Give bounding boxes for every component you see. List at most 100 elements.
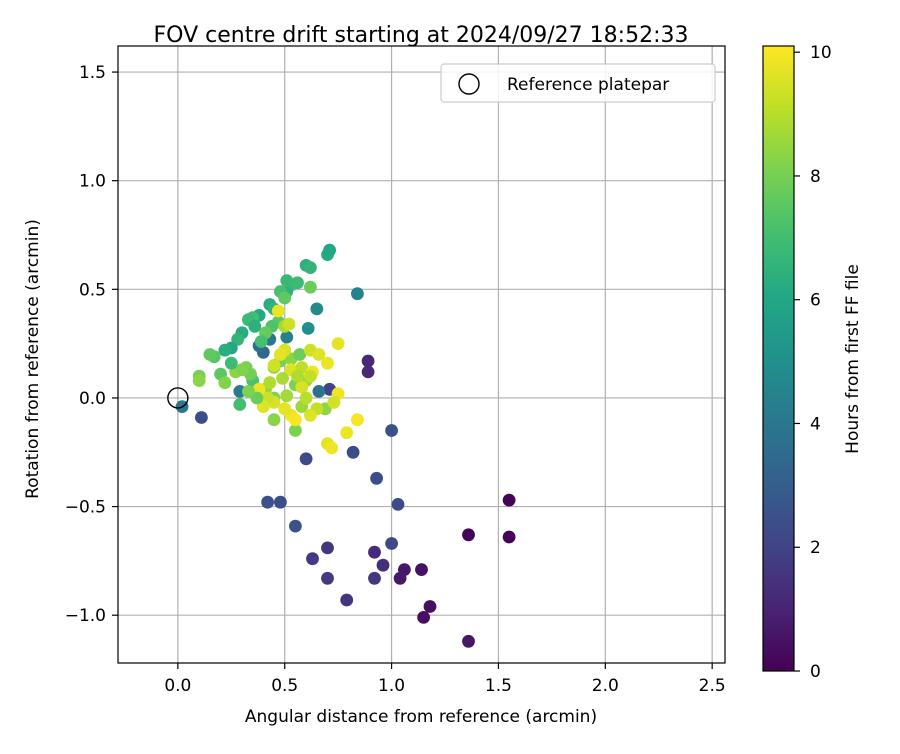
data-point: [276, 372, 289, 385]
data-point: [299, 452, 313, 466]
data-point: [242, 385, 255, 398]
legend-label: Reference platepar: [507, 75, 669, 95]
grid: [118, 46, 725, 663]
data-point: [393, 571, 407, 585]
data-point: [267, 413, 281, 427]
data-point: [385, 424, 398, 437]
colorbar-tick-label: 4: [810, 414, 821, 434]
data-point: [370, 471, 383, 485]
data-point: [312, 385, 326, 398]
data-point: [321, 571, 334, 585]
colorbar-tick-label: 8: [810, 167, 821, 187]
data-point: [346, 445, 360, 459]
data-point: [415, 563, 428, 576]
data-point: [282, 317, 296, 331]
colorbar-ticks: 0 2 4 6 8 10: [794, 43, 832, 682]
data-point: [417, 611, 430, 624]
data-point: [391, 498, 405, 511]
colorbar-tick-label: 10: [810, 43, 832, 63]
data-point: [248, 319, 262, 333]
data-point: [195, 411, 208, 424]
data-point: [304, 280, 317, 294]
y-tick-label: 0.0: [79, 389, 106, 409]
data-point: [291, 369, 304, 383]
plot-frame: [117, 45, 726, 664]
data-point: [321, 356, 334, 370]
data-point: [340, 426, 354, 440]
data-point: [321, 541, 334, 555]
data-point: [304, 369, 317, 383]
data-point: [192, 374, 206, 387]
colorbar: 0 2 4 6 8 10 Hours from first FF file: [762, 43, 863, 682]
data-point: [293, 348, 307, 361]
data-point: [254, 335, 268, 348]
data-point: [385, 537, 398, 550]
data-point: [462, 528, 475, 542]
data-point: [502, 493, 516, 507]
data-point: [361, 354, 375, 368]
data-point: [289, 424, 302, 437]
y-tick-label: 1.5: [79, 63, 106, 83]
reference-marker: [167, 387, 189, 409]
data-point: [289, 519, 302, 533]
data-point: [271, 304, 285, 318]
data-point: [295, 380, 309, 394]
colorbar-tick-label: 0: [810, 662, 821, 682]
x-tick-label: 2.0: [592, 676, 619, 696]
data-point: [218, 376, 232, 390]
legend: Reference platepar: [440, 63, 716, 103]
data-point: [351, 287, 364, 301]
data-point: [310, 302, 324, 316]
x-tick-label: 1.5: [485, 676, 512, 696]
data-point: [462, 634, 475, 648]
data-point: [304, 261, 317, 274]
data-point: [274, 348, 287, 361]
data-point: [361, 365, 375, 379]
chart-title: FOV centre drift starting at 2024/09/27 …: [154, 23, 689, 48]
data-point: [306, 552, 319, 566]
data-point: [218, 343, 232, 357]
colorbar-label: Hours from first FF file: [843, 264, 863, 454]
legend-marker: [458, 73, 480, 95]
data-point: [368, 571, 381, 585]
x-tick-label: 0.0: [164, 676, 191, 696]
data-point: [274, 495, 287, 509]
data-point: [280, 330, 294, 344]
data-point: [289, 413, 302, 427]
y-tick-label: −0.5: [65, 498, 106, 518]
data-point: [263, 376, 277, 390]
data-point: [203, 348, 217, 361]
data-point: [323, 243, 336, 257]
y-tick-label: 0.5: [79, 280, 106, 300]
colorbar-tick-label: 2: [810, 538, 821, 558]
data-point: [368, 545, 381, 559]
data-point: [233, 398, 247, 411]
data-point: [304, 408, 317, 422]
data-point: [340, 593, 354, 607]
reference-platepar-point: [167, 387, 189, 409]
data-point: [312, 348, 326, 361]
data-point: [301, 322, 315, 335]
y-axis: −1.0 −0.5 0.0 0.5 1.0 1.5: [65, 63, 118, 626]
data-point: [299, 391, 313, 405]
x-axis-label: Angular distance from reference (arcmin): [245, 707, 597, 727]
colorbar-tick-label: 6: [810, 291, 821, 311]
data-point: [325, 441, 339, 455]
x-tick-label: 2.5: [699, 676, 726, 696]
x-tick-label: 1.0: [378, 676, 405, 696]
y-tick-label: 1.0: [79, 172, 106, 192]
data-point: [278, 402, 292, 416]
data-point: [224, 356, 238, 370]
data-point: [280, 274, 294, 287]
x-axis: 0.0 0.5 1.0 1.5 2.0 2.5: [164, 663, 726, 696]
data-point: [235, 363, 249, 377]
data-point: [351, 413, 364, 427]
data-point: [278, 291, 292, 305]
data-point: [376, 558, 390, 572]
colorbar-gradient: [762, 45, 795, 672]
data-point: [280, 389, 294, 403]
data-point: [261, 495, 274, 509]
y-axis-label: Rotation from reference (arcmin): [23, 219, 43, 499]
data-point: [267, 359, 281, 372]
